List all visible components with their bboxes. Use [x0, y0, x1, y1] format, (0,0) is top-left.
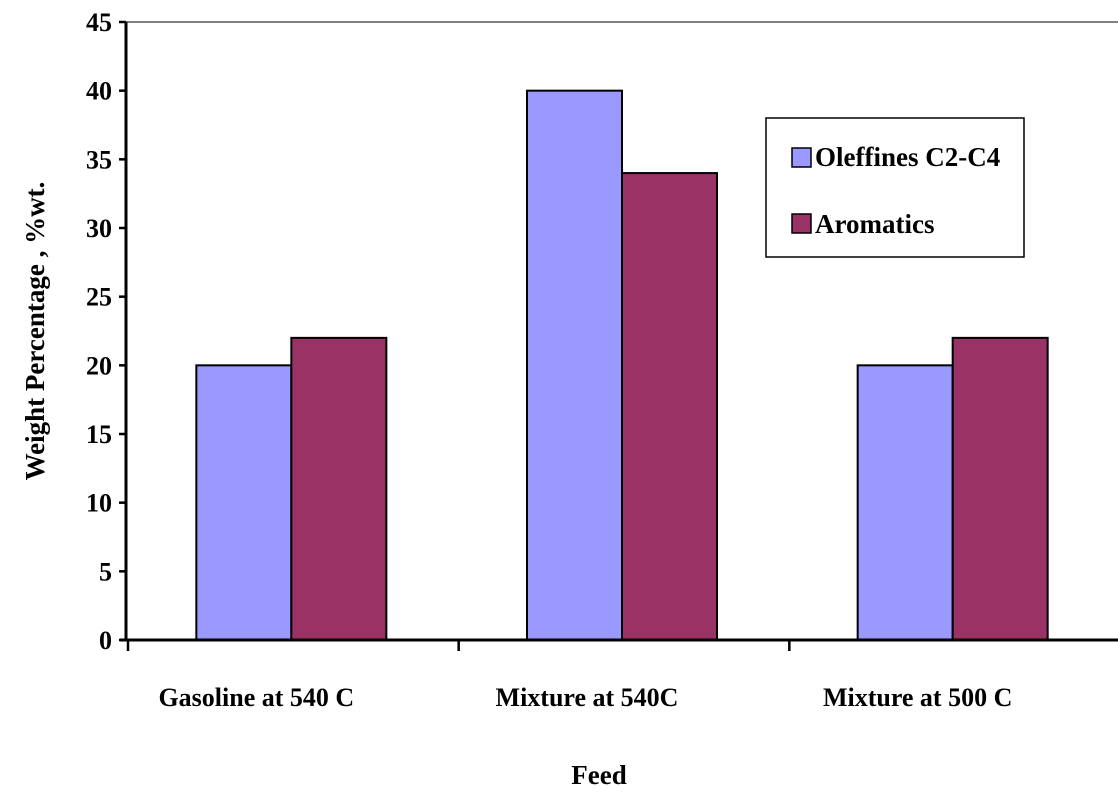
- legend-box: [765, 117, 1025, 258]
- bar-oleffines-1: [526, 89, 623, 641]
- y-tick-label-10: 10: [86, 489, 112, 518]
- labels-layer: 0 5 10 15 20 25 30 35 40 45 Gasoline at 540 C Mixtu…: [86, 8, 1012, 712]
- axes-layer: [119, 20, 1118, 651]
- bar-aromatics-2: [951, 336, 1049, 641]
- y-tick-label-40: 40: [86, 77, 112, 106]
- y-tick-label-5: 5: [99, 557, 112, 586]
- y-tick-label-0: 0: [99, 626, 112, 655]
- y-tick-label-30: 30: [86, 214, 112, 243]
- bar-aromatics-1: [621, 172, 718, 641]
- x-tick-label-0: Gasoline at 540 C: [158, 683, 354, 712]
- bar-oleffines-2: [856, 364, 954, 641]
- legend: Oleffines C2-C4 Aromatics: [765, 117, 1025, 258]
- legend-label-oleffines: Oleffines C2-C4: [815, 142, 1000, 172]
- legend-swatch-oleffines: [791, 147, 812, 168]
- bar-oleffines-0: [195, 364, 293, 641]
- legend-label-aromatics: Aromatics: [815, 209, 934, 239]
- y-tick-label-25: 25: [86, 283, 112, 312]
- y-tick-label-35: 35: [86, 145, 112, 174]
- bars-layer: [195, 89, 1049, 641]
- x-tick-label-2: Mixture at 500 C: [823, 683, 1012, 712]
- y-tick-label-15: 15: [86, 420, 112, 449]
- legend-swatch-aromatics: [791, 213, 812, 234]
- x-axis-title: Feed: [571, 760, 626, 790]
- x-tick-label-1: Mixture at 540C: [496, 683, 679, 712]
- bar-aromatics-0: [290, 336, 388, 641]
- y-tick-label-20: 20: [86, 351, 112, 380]
- y-tick-label-45: 45: [86, 8, 112, 37]
- y-axis-title: Weight Percentage , %wt.: [20, 182, 50, 481]
